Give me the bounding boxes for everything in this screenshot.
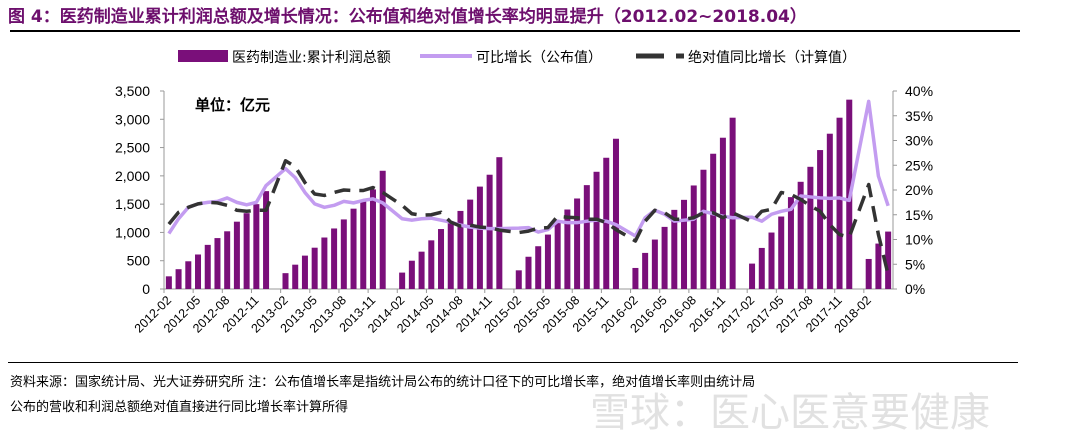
right-tick-label: 40% xyxy=(905,83,933,99)
bar xyxy=(632,267,639,289)
left-tick-label: 2,000 xyxy=(115,168,150,184)
bar xyxy=(865,258,872,289)
bar xyxy=(408,260,415,289)
bar xyxy=(486,174,493,289)
bar xyxy=(710,153,717,289)
bar xyxy=(418,251,425,289)
bar xyxy=(243,213,250,289)
right-tick-label: 10% xyxy=(905,232,933,248)
bar xyxy=(554,222,561,289)
left-tick-label: 1,000 xyxy=(115,224,150,240)
bar xyxy=(311,247,318,289)
left-tick-label: 500 xyxy=(127,253,151,269)
bar xyxy=(826,133,833,289)
footer-rule xyxy=(8,362,1018,363)
bar xyxy=(438,229,445,289)
right-tick-label: 25% xyxy=(905,157,933,173)
bar xyxy=(195,254,202,289)
legend-label-bar: 医药制造业:累计利润总额 xyxy=(232,50,391,66)
bar xyxy=(360,200,367,289)
legend-label-line: 可比增长（公布值） xyxy=(476,50,602,66)
bar xyxy=(369,189,376,289)
title-rule xyxy=(10,30,1020,32)
bar xyxy=(787,197,794,289)
bar xyxy=(544,234,551,289)
right-tick-label: 20% xyxy=(905,182,933,198)
bar xyxy=(476,186,483,289)
bar xyxy=(340,219,347,289)
bar xyxy=(447,221,454,289)
bar xyxy=(321,237,328,289)
bar xyxy=(642,252,649,289)
source-note-line2: 公布的营收和利润总额绝对值直接进行同比增长率计算所得 xyxy=(10,400,349,415)
bar xyxy=(749,263,756,289)
bar xyxy=(729,117,736,289)
bar xyxy=(651,239,658,289)
bar xyxy=(690,185,697,289)
legend-swatch-bar xyxy=(178,50,228,62)
bar xyxy=(661,226,668,289)
bar xyxy=(564,209,571,289)
bar xyxy=(301,255,308,289)
bar xyxy=(185,261,192,289)
bar xyxy=(399,272,406,289)
bar xyxy=(165,276,172,289)
source-note-line1: 资料来源：国家统计局、光大证券研究所 注：公布值增长率是指统计局公布的统计口径下… xyxy=(10,375,756,390)
bar xyxy=(583,185,590,289)
bar xyxy=(768,232,775,289)
bar xyxy=(379,170,386,289)
bar xyxy=(467,199,474,289)
right-tick-label: 0% xyxy=(905,281,925,297)
bar xyxy=(836,117,843,289)
left-tick-label: 0 xyxy=(142,281,150,297)
chart: 0 500 1,000 1,500 2,000 2,500 3,000 3,500 0% 5% 10… xyxy=(115,50,933,336)
bar xyxy=(817,150,824,289)
right-tick-label: 30% xyxy=(905,133,933,149)
left-tick-label: 3,000 xyxy=(115,111,150,127)
bar xyxy=(331,228,338,289)
bar xyxy=(292,264,299,289)
bar xyxy=(671,209,678,289)
bar xyxy=(515,270,522,289)
bar xyxy=(700,169,707,289)
bar xyxy=(496,157,503,289)
right-tick-label: 15% xyxy=(905,207,933,223)
left-tick-label: 1,500 xyxy=(115,196,150,212)
legend-label-dashed: 绝对值同比增长（计算值） xyxy=(688,50,856,66)
chart-title: 图 4：医药制造业累计利润总额及增长情况：公布值和绝对值增长率均明显提升（201… xyxy=(8,7,807,27)
bar xyxy=(797,181,804,289)
bar xyxy=(612,138,619,289)
bar xyxy=(233,221,240,289)
bar xyxy=(525,256,532,289)
comparable-growth-line xyxy=(167,99,890,238)
bar xyxy=(253,204,260,289)
watermark: 雪球：医心医意要健康 xyxy=(590,390,990,436)
bar xyxy=(681,199,688,289)
bar xyxy=(282,273,289,289)
bar xyxy=(603,157,610,289)
bar xyxy=(885,231,892,289)
right-tick-label: 35% xyxy=(905,108,933,124)
bar xyxy=(778,216,785,289)
bar xyxy=(204,244,211,289)
absolute-growth-dashed-line xyxy=(167,159,890,276)
bar xyxy=(428,240,435,289)
bar xyxy=(350,208,357,289)
bar xyxy=(719,137,726,289)
left-tick-label: 3,500 xyxy=(115,83,150,99)
bar xyxy=(593,171,600,289)
bar xyxy=(457,210,464,289)
right-tick-label: 5% xyxy=(905,256,925,272)
bar xyxy=(224,231,231,289)
bar xyxy=(875,243,882,289)
bar xyxy=(758,247,765,289)
bar xyxy=(535,246,542,289)
left-tick-label: 2,500 xyxy=(115,140,150,156)
unit-note: 单位：亿元 xyxy=(195,96,270,114)
bar xyxy=(214,238,221,289)
bar xyxy=(574,198,581,289)
bar xyxy=(175,269,182,289)
bar xyxy=(807,166,814,289)
bar xyxy=(263,191,270,289)
